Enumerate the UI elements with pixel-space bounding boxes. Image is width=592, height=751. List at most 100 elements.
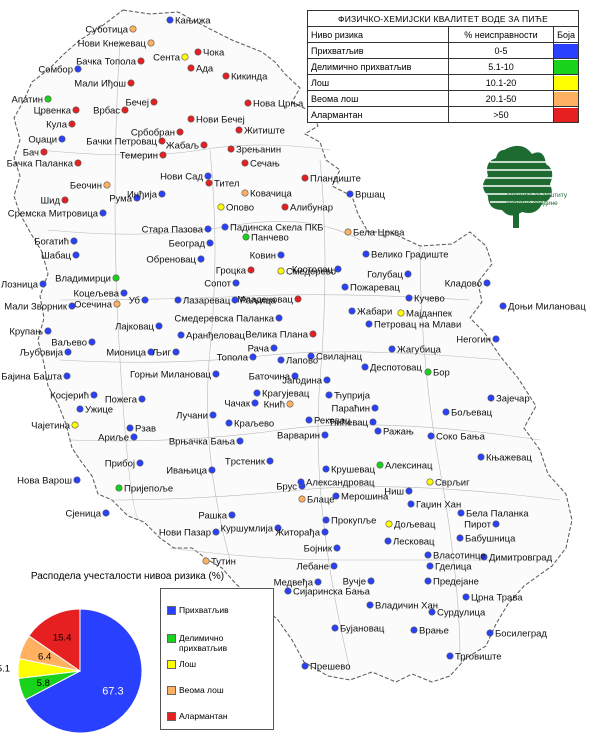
country-border — [13, 9, 573, 683]
place-dot — [499, 302, 507, 310]
place-marker: Зајечар — [487, 394, 530, 405]
place-dot — [90, 391, 98, 399]
place-marker: Ивањица — [166, 466, 216, 477]
place-marker: Мали Иђош — [74, 79, 135, 90]
place-label: Нови Кнежевац — [78, 39, 147, 50]
place-dot — [202, 557, 210, 565]
place-marker: Раљица — [231, 296, 277, 307]
place-marker: Бољевац — [442, 408, 493, 419]
place-marker: Јагодина — [282, 376, 331, 387]
place-marker: Мионица — [106, 348, 155, 359]
place-label: Инђија — [127, 190, 158, 201]
place-dot — [73, 476, 81, 484]
place-marker: Крупањ — [9, 327, 52, 338]
place-dot — [298, 495, 306, 503]
place-dot — [492, 335, 500, 343]
place-marker: Лесковац — [384, 537, 435, 548]
place-label: Опово — [226, 203, 254, 214]
place-marker: Нова Варош — [17, 476, 81, 487]
place-dot — [158, 137, 166, 145]
place-dot — [204, 172, 212, 180]
place-dot — [385, 520, 393, 528]
place-marker: Бачки Петровац — [86, 137, 166, 148]
pie-chart: 67.3 5.8 5.1 6.415.4 — [0, 608, 143, 734]
place-dot — [197, 255, 205, 263]
place-marker: Лазаревац — [174, 296, 231, 307]
place-marker: Панчево — [242, 233, 289, 244]
place-marker: Кучево — [405, 294, 445, 305]
place-dot — [88, 338, 96, 346]
place-dot — [187, 115, 195, 123]
place-dot — [487, 394, 495, 402]
place-dot — [446, 652, 454, 660]
place-label: Краљево — [234, 419, 274, 430]
place-marker: Кнић — [264, 400, 294, 411]
place-dot — [266, 457, 274, 465]
place-dot — [232, 279, 240, 287]
legend-row-range: >50 — [447, 106, 555, 123]
place-label: Бачки Петровац — [86, 137, 157, 148]
place-dot — [410, 626, 418, 634]
place-dot — [405, 487, 413, 495]
place-label: Крагујевац — [262, 389, 310, 400]
place-dot — [404, 270, 412, 278]
place-dot — [428, 608, 436, 616]
place-marker: Крушевац — [322, 465, 376, 476]
place-label: Гроцка — [216, 266, 247, 277]
pie-legend-swatch — [167, 660, 176, 669]
place-label: Ражањ — [383, 427, 414, 438]
place-label: Пријепоље — [124, 484, 173, 495]
legend-row-level: Прихватљив — [307, 42, 449, 59]
place-marker: Шабац — [41, 251, 80, 262]
place-marker: Тpстеник — [225, 457, 274, 468]
place-marker: Коцељева — [73, 289, 128, 300]
place-label: Крупањ — [9, 327, 43, 338]
place-dot — [323, 376, 331, 384]
place-label: Беочин — [70, 181, 102, 192]
place-dot — [236, 437, 244, 445]
place-marker: Прешево — [301, 662, 351, 673]
place-marker: Опово — [217, 203, 254, 214]
place-dot — [209, 411, 217, 419]
place-marker: Чачак — [224, 399, 259, 410]
pie-legend-swatch — [167, 606, 176, 615]
place-dot — [286, 400, 294, 408]
place-dot — [166, 16, 174, 24]
place-label: Оџаци — [28, 135, 57, 146]
place-label: Бела Црква — [353, 228, 405, 239]
agency-label: Агенција за заштиту животне средине — [506, 192, 568, 207]
place-dot — [155, 322, 163, 330]
place-dot — [369, 418, 377, 426]
place-label: Љиг — [152, 348, 171, 359]
place-dot — [68, 120, 76, 128]
place-label: Богатић — [34, 237, 69, 248]
color-swatch — [554, 91, 578, 106]
place-label: Лозница — [1, 280, 39, 291]
place-label: Прибој — [105, 459, 135, 470]
place-dot — [130, 433, 138, 441]
legend-row-swatch — [553, 106, 579, 123]
place-marker: Кањижа — [166, 16, 211, 27]
place-label: Врбас — [93, 106, 120, 117]
legend-row: Делимично прихватљив 5.1-10 — [307, 58, 579, 75]
place-marker: Темерин — [120, 151, 167, 162]
place-dot — [112, 274, 120, 282]
pie-legend-label: Прихватљив — [179, 605, 229, 615]
legend-header-color: Боја — [553, 26, 579, 43]
pie-legend-label: Веома лош — [179, 685, 224, 695]
place-marker: Пландиште — [301, 174, 361, 185]
place-dot — [177, 331, 185, 339]
place-marker: Црна Трава — [462, 593, 523, 604]
place-label: Брус — [276, 482, 297, 493]
place-marker: Пријепоље — [115, 484, 173, 495]
place-label: Сечањ — [250, 159, 280, 170]
place-dot — [141, 296, 149, 304]
pie-value-label: 15.4 — [53, 632, 72, 643]
place-marker: Врбас — [93, 106, 129, 117]
place-marker: Ниш — [384, 487, 413, 498]
place-label: Сурдулица — [437, 608, 486, 619]
place-label: Бор — [433, 368, 450, 379]
place-marker: Предејане — [424, 577, 479, 588]
place-dot — [456, 534, 464, 542]
place-dot — [301, 662, 309, 670]
